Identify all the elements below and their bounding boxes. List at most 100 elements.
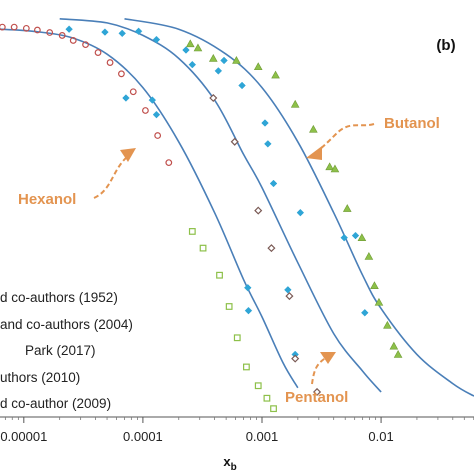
annotation-butanol-label: Butanol: [384, 115, 440, 132]
green-squares-point-5: [243, 363, 250, 371]
annotation-hexanol: Hexanol: [18, 148, 136, 208]
blue-diamonds-point-13: [261, 119, 269, 127]
x-axis-label-main: x: [223, 454, 231, 469]
blue-diamonds-point-4: [134, 27, 143, 36]
green-triangles-point-4: [253, 62, 263, 71]
data-markers: [0, 23, 403, 413]
x-tick-label-1: 0.0001: [123, 429, 163, 444]
blue-diamonds-point-extra-0: [148, 96, 157, 104]
annotation-butanol-arrow: [315, 123, 375, 153]
dark-diamonds-point-4: [285, 292, 294, 301]
red-circles-point-13: [154, 132, 162, 139]
green-triangles-point-5: [271, 70, 280, 79]
legend-entry-5: d co-author (2009): [0, 396, 111, 411]
green-triangles-point-10: [342, 204, 352, 212]
green-triangles-point-8: [325, 162, 334, 171]
red-circles-point-7: [82, 41, 89, 49]
legend-entry-1: d co-authors (1952): [0, 290, 118, 305]
green-squares-point-1: [199, 244, 207, 252]
blue-diamonds-point-18: [296, 208, 305, 217]
green-squares-point-4: [233, 334, 241, 342]
x-tick-label-2: 0.001: [246, 429, 279, 444]
annotation-pentanol: Pentanol: [285, 352, 348, 406]
blue-diamonds-point-6: [182, 46, 190, 54]
red-circles-point-1: [10, 23, 18, 31]
green-triangles-point-3: [232, 56, 241, 64]
annotation-hexanol-arrowhead: [120, 148, 136, 162]
red-circles-point-6: [69, 37, 77, 44]
fit-curves: [0, 18, 474, 397]
curve-butanol: [124, 18, 474, 397]
x-ticks: 0.00001 0.0001 0.001 0.01: [0, 417, 474, 444]
annotation-butanol-arrowhead: [306, 146, 322, 160]
green-triangles-point-1: [193, 43, 203, 52]
blue-diamonds-point-19: [340, 233, 348, 242]
annotation-hexanol-label: Hexanol: [18, 191, 76, 208]
blue-diamonds-point-11: [244, 283, 252, 292]
annotation-pentanol-arrow: [311, 356, 328, 385]
green-triangles-point-2: [208, 53, 218, 62]
legend-entry-2: and co-authors (2004): [0, 317, 133, 332]
dark-diamonds-point-1: [230, 137, 239, 146]
red-circles-point-8: [94, 49, 102, 56]
annotation-pentanol-arrowhead: [320, 352, 336, 364]
blue-diamonds-point-21: [361, 308, 369, 317]
panel-label: (b): [436, 37, 455, 54]
red-circles-point-4: [46, 29, 54, 36]
annotation-butanol: Butanol: [306, 115, 440, 160]
annotation-hexanol-arrow: [93, 155, 129, 199]
blue-diamonds-point-10: [238, 81, 246, 90]
legend-entry-3: Park (2017): [25, 343, 96, 358]
x-axis-label: xb: [223, 454, 236, 473]
dark-diamonds-point-2: [254, 206, 263, 215]
dark-diamonds-point-5: [291, 354, 300, 363]
blue-diamonds-point-16: [284, 286, 292, 294]
blue-diamonds-point-15: [269, 179, 278, 188]
green-triangles-point-15: [383, 320, 392, 329]
x-tick-label-3: 0.01: [368, 429, 393, 444]
x-tick-label-0: 0.00001: [0, 429, 47, 444]
green-triangles-point-9: [330, 164, 340, 173]
red-circles-point-10: [118, 70, 125, 78]
green-triangles-point-14: [374, 297, 384, 306]
green-squares-point-8: [270, 405, 277, 413]
blue-diamonds-point-2: [118, 29, 126, 38]
blue-diamonds-point-20: [351, 231, 360, 240]
legend-entry-4: uthors (2010): [0, 370, 80, 385]
blue-diamonds-point-14: [264, 140, 272, 148]
green-squares-point-2: [216, 271, 223, 279]
curve-hexanol: [0, 28, 299, 389]
green-triangles-point-0: [185, 39, 195, 48]
red-circles-point-0: [0, 23, 6, 31]
red-circles-point-12: [142, 107, 149, 114]
green-triangles-point-13: [370, 281, 379, 289]
red-circles-point-9: [106, 59, 114, 66]
blue-diamonds-point-12: [244, 306, 253, 315]
blue-diamonds-point-8: [214, 67, 223, 75]
annotation-pentanol-label: Pentanol: [285, 389, 348, 406]
legend: d co-authors (1952) and co-authors (2004…: [0, 290, 133, 411]
green-triangles-point-7: [309, 124, 318, 133]
dark-diamonds-point-3: [267, 244, 276, 253]
dark-diamonds-point-0: [209, 93, 218, 103]
blue-diamonds-point-extra-1: [152, 110, 161, 119]
green-squares-point-3: [225, 303, 233, 310]
green-squares-point-6: [254, 382, 262, 390]
blue-diamonds-point-1: [101, 28, 109, 36]
green-squares-point-0: [188, 228, 196, 235]
green-triangles-point-16: [389, 341, 399, 350]
green-squares-point-7: [263, 394, 271, 402]
x-axis-label-sub: b: [231, 462, 237, 473]
red-circles-point-2: [22, 24, 30, 32]
red-circles-point-5: [58, 32, 66, 39]
blue-diamonds-point-5: [152, 35, 161, 44]
blue-diamonds-point-3: [122, 94, 130, 102]
curve-pentanol: [59, 18, 382, 393]
green-triangles-point-17: [393, 350, 403, 358]
red-circles-point-11: [129, 88, 137, 96]
blue-diamonds-point-9: [220, 56, 228, 65]
dark-diamonds-point-6: [313, 387, 322, 397]
blue-diamonds-point-0: [65, 25, 73, 33]
